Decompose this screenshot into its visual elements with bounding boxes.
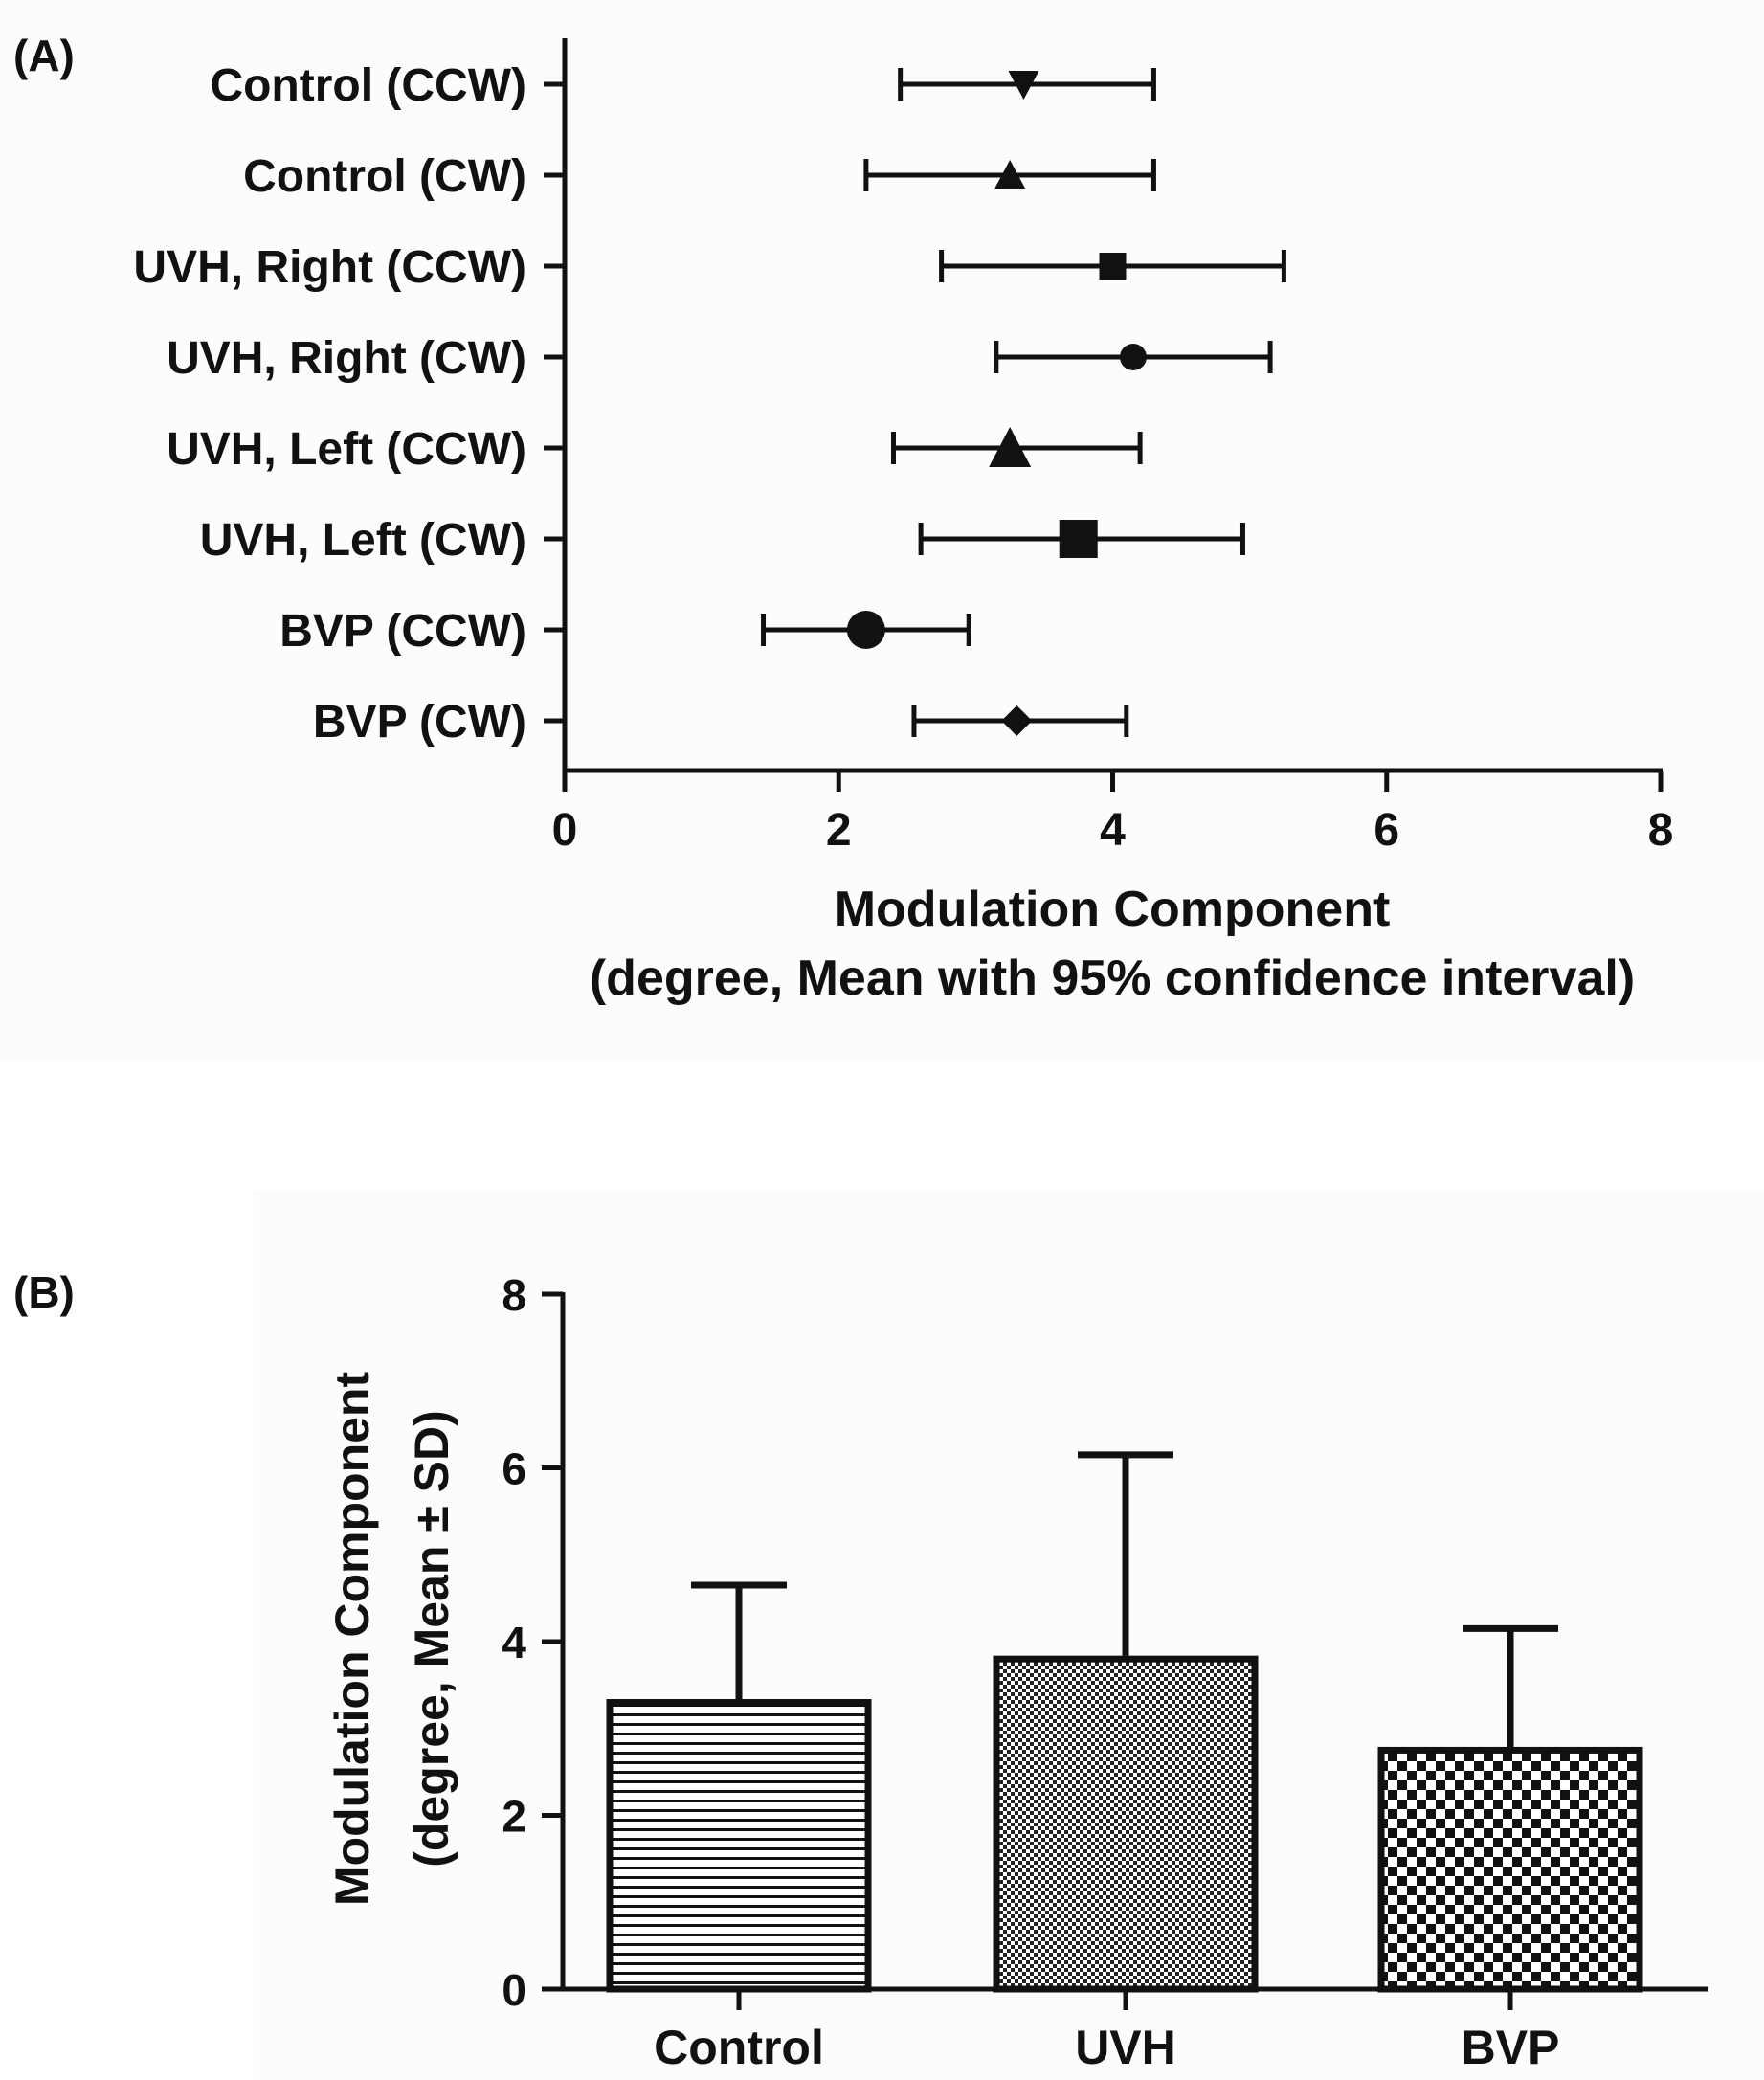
- a-category-label-4: UVH, Left (CCW): [167, 424, 526, 475]
- panel-a-plot: 0 2 4 6 8 Control (CCW) Control (CW) UVH, Right…: [133, 38, 1673, 856]
- a-mean-marker-4: [989, 427, 1032, 467]
- b-y-tick-label-2: 4: [502, 1618, 526, 1667]
- panel-b-label: (B): [13, 1267, 75, 1317]
- a-category-label-5: UVH, Left (CW): [200, 515, 526, 566]
- b-bar-0: [606, 1699, 872, 1993]
- a-category-label-2: UVH, Right (CCW): [133, 242, 526, 293]
- panel-b-plot: 0 2 4 6 8 Control UVH BVP: [502, 1270, 1708, 2074]
- a-x-tick-label-0: 0: [552, 805, 578, 856]
- b-y-tick-label-3: 6: [502, 1444, 526, 1494]
- b-category-label-2: BVP: [1462, 2021, 1560, 2074]
- a-category-label-3: UVH, Right (CW): [167, 333, 526, 384]
- b-category-label-0: Control: [654, 2021, 824, 2074]
- panel-b-y-axis-subtitle: (degree, Mean ± SD): [405, 1410, 458, 1868]
- a-x-tick-label-4: 8: [1648, 805, 1674, 856]
- panel-a-x-axis-subtitle: (degree, Mean with 95% confidence interv…: [590, 951, 1635, 1006]
- a-category-label-6: BVP (CCW): [279, 606, 526, 657]
- a-category-label-1: Control (CW): [243, 151, 526, 202]
- a-category-label-0: Control (CCW): [210, 60, 526, 111]
- b-y-tick-label-4: 8: [502, 1270, 526, 1320]
- a-mean-marker-7: [1001, 705, 1033, 736]
- b-bar-2: [1377, 1746, 1643, 1993]
- a-mean-marker-1: [994, 160, 1026, 189]
- a-mean-marker-2: [1099, 253, 1127, 280]
- a-mean-marker-5: [1059, 520, 1098, 558]
- a-mean-marker-0: [1008, 71, 1039, 100]
- a-x-tick-label-3: 6: [1373, 805, 1399, 856]
- b-y-tick-label-0: 0: [502, 1965, 526, 2015]
- panel-a-x-axis-title: Modulation Component: [835, 882, 1391, 937]
- b-bar-1: [993, 1655, 1259, 1993]
- a-category-label-7: BVP (CW): [313, 697, 526, 748]
- b-category-label-1: UVH: [1075, 2021, 1176, 2074]
- a-x-tick-label-2: 4: [1100, 805, 1126, 856]
- panel-b-y-axis-title: Modulation Component: [325, 1372, 379, 1907]
- a-x-tick-label-1: 2: [826, 805, 852, 856]
- a-mean-marker-6: [846, 611, 885, 649]
- b-y-tick-label-1: 2: [502, 1792, 526, 1842]
- a-mean-marker-3: [1119, 344, 1147, 370]
- panel-a-label: (A): [13, 31, 75, 80]
